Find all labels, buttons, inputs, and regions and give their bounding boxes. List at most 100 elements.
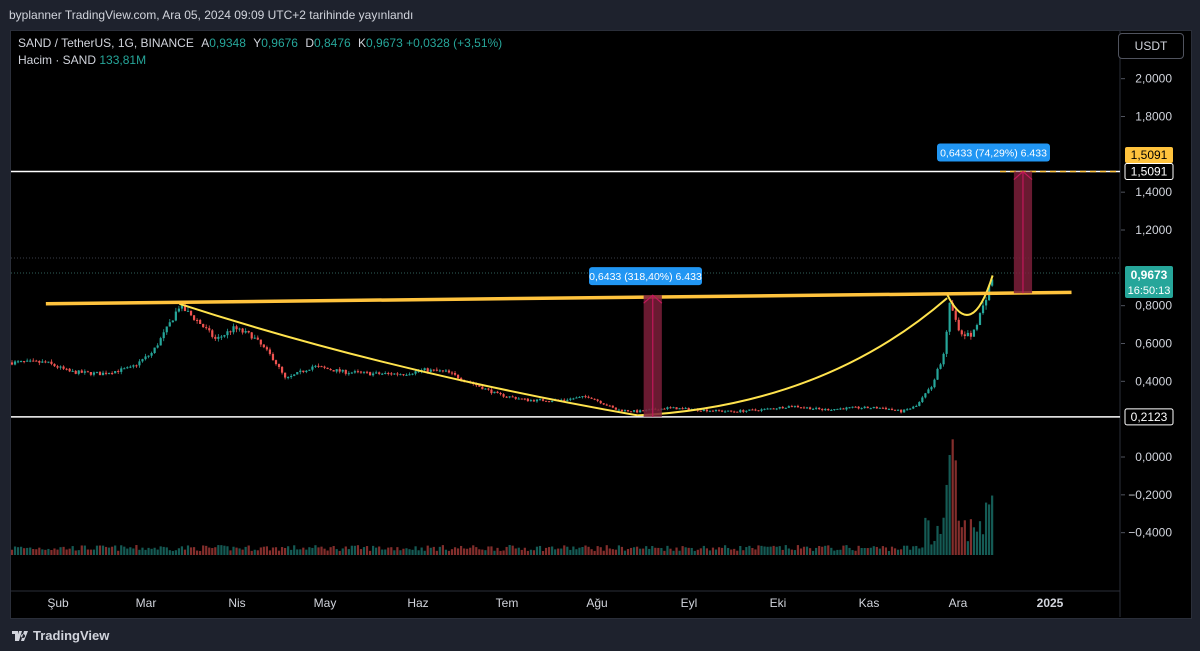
volume-bar <box>541 550 545 555</box>
symbol-name[interactable]: SAND / TetherUS, 1G, BINANCE <box>18 36 194 50</box>
volume-bar <box>523 547 526 555</box>
volume-bar <box>918 548 921 555</box>
candle-body <box>933 379 936 388</box>
candle-body <box>620 409 624 412</box>
volume-bar <box>766 546 769 555</box>
volume-bar <box>529 549 532 555</box>
candle-body <box>456 374 460 379</box>
candle-body <box>171 320 174 323</box>
volume-label: Hacim · SAND <box>18 53 97 67</box>
candle-body <box>830 409 833 411</box>
candle-body <box>165 326 168 333</box>
volume-bar <box>757 545 760 555</box>
candle-body <box>924 393 927 398</box>
volume-bar <box>884 547 888 555</box>
chart-panel[interactable] <box>10 30 1192 619</box>
candle-body <box>414 371 417 374</box>
candle-body <box>74 370 77 374</box>
volume-bar <box>866 548 869 555</box>
candle-body <box>208 328 211 331</box>
volume-bar <box>869 547 872 555</box>
volume-bar <box>168 550 171 555</box>
volume-bar <box>648 548 651 555</box>
volume-bar <box>384 549 387 555</box>
candle-body <box>805 407 809 409</box>
volume-bar <box>802 546 806 555</box>
candle-body <box>299 370 302 373</box>
volume-bar <box>38 547 41 555</box>
candle-body <box>353 371 356 373</box>
candle-body <box>56 366 59 368</box>
candle-body <box>220 336 223 338</box>
volume-bar <box>35 549 38 555</box>
candle-body <box>614 407 617 410</box>
volume-bar <box>320 546 323 555</box>
volume-bar <box>554 549 557 555</box>
volume-bar <box>739 545 742 555</box>
candle-body <box>183 304 187 311</box>
volume-bar <box>296 549 299 555</box>
candle-body <box>636 410 639 413</box>
candle-body <box>948 302 951 332</box>
volume-bar <box>253 549 256 555</box>
volume-bar <box>544 547 548 555</box>
volume-bar <box>414 546 417 555</box>
volume-bar <box>705 548 708 555</box>
time-tick-label: 2025 <box>1037 596 1064 610</box>
candle-body <box>250 332 253 339</box>
high-value: 0,9676 <box>261 36 298 50</box>
volume-bar <box>745 547 748 555</box>
price-tick-label: 1,4000 <box>1135 185 1172 199</box>
volume-bar <box>393 550 396 555</box>
candle-body <box>551 400 554 402</box>
candle-body <box>529 400 532 402</box>
tradingview-logo[interactable]: TradingView <box>12 628 109 643</box>
time-tick-label: Haz <box>407 596 428 610</box>
low-label: D <box>305 36 314 50</box>
low-value: 0,8476 <box>313 36 351 50</box>
candle-body <box>784 407 787 409</box>
candle-body <box>842 408 845 410</box>
volume-bar <box>238 548 241 555</box>
volume-bar <box>265 546 268 555</box>
candle-body <box>368 372 372 376</box>
candle-body <box>535 399 539 402</box>
candle-body <box>678 408 681 410</box>
volume-bar <box>302 547 305 555</box>
volume-bar <box>23 548 26 555</box>
candle-body <box>478 385 481 387</box>
volume-bar <box>441 545 444 555</box>
candle-body <box>95 372 99 374</box>
volume-bar <box>626 549 630 555</box>
candle-body <box>681 408 684 410</box>
volume-bar <box>135 545 138 555</box>
volume-bar <box>347 549 350 555</box>
candle-body <box>290 375 293 378</box>
volume-bar <box>854 550 857 555</box>
candle-body <box>311 366 314 370</box>
currency-button[interactable]: USDT <box>1118 33 1184 59</box>
candle-countdown-label: 16:50:13 <box>1128 285 1171 297</box>
volume-bar <box>505 546 508 555</box>
volume-bar <box>456 548 460 555</box>
candle-body <box>487 388 490 390</box>
volume-bar <box>742 550 745 555</box>
candle-body <box>399 374 402 376</box>
change-value: +0,0328 (+3,51%) <box>406 36 503 50</box>
volume-bar <box>945 484 948 555</box>
candle-body <box>11 362 14 365</box>
volume-bar <box>875 546 878 555</box>
volume-bar <box>687 547 690 555</box>
candle-body <box>596 399 599 401</box>
volume-bar <box>566 546 569 555</box>
candle-body <box>108 373 111 375</box>
volume-bar <box>839 549 842 555</box>
candle-body <box>417 371 420 373</box>
candle-body <box>972 329 976 337</box>
candle-body <box>984 300 988 306</box>
volume-bar <box>32 548 35 555</box>
volume-bar <box>830 547 833 555</box>
volume-bar <box>724 545 727 555</box>
volume-bar <box>132 548 135 555</box>
